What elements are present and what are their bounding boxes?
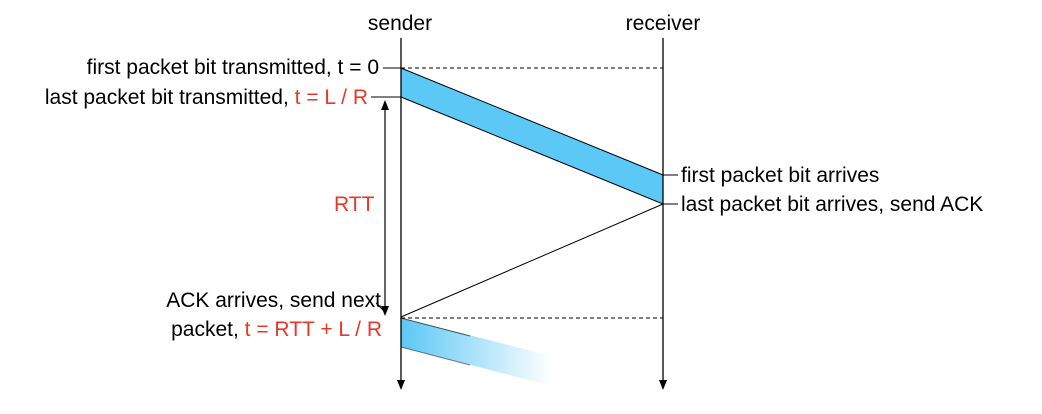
rtt-arrowhead-down [381,306,389,316]
ack-line [400,203,664,318]
last-bit-transmitted-text: last packet bit transmitted, [44,86,289,109]
sender-header: sender [367,12,433,35]
send-next-packet-text: packet, [171,318,239,341]
last-bit-arrives-label: last packet bit arrives, send ACK [681,193,984,216]
receiver-header: receiver [625,12,701,35]
rtt-arrowhead-up [381,100,389,110]
ack-arrives-label: ACK arrives, send next [166,289,381,312]
last-bit-transmitted-time: t = L / R [294,86,368,109]
next-packet-band [401,318,552,386]
next-packet-band-edge [400,346,471,366]
send-next-packet-label: packet, t = RTT + L / R [171,318,382,342]
send-next-packet-time: t = RTT + L / R [244,318,382,341]
last-bit-transmitted-label: last packet bit transmitted, t = L / R [45,86,368,110]
sender-timeline-arrowhead [397,380,405,390]
rtt-label: RTT [334,193,375,216]
first-bit-transmitted-label: first packet bit transmitted, t = 0 [86,56,379,79]
receiver-timeline-arrowhead [659,380,667,390]
packet-transmission-band [400,67,664,205]
first-bit-arrives-label: first packet bit arrives [681,164,880,187]
next-packet-band-edge [400,317,471,337]
